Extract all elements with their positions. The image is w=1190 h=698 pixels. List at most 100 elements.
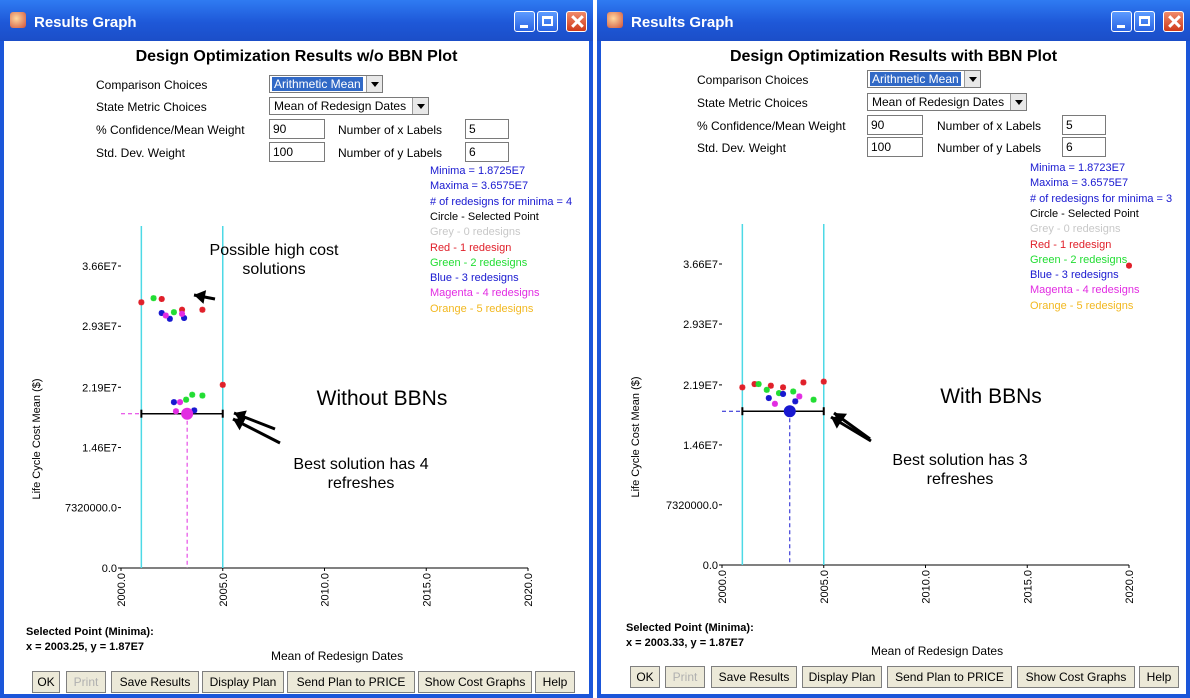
comparison-choices-value: Arithmetic Mean [272, 77, 363, 91]
app-icon [607, 12, 623, 28]
data-point-red[interactable] [767, 382, 774, 389]
data-point-red[interactable] [199, 306, 206, 313]
x-tick-label: 2015.0 [1022, 570, 1034, 604]
data-point-green[interactable] [199, 392, 206, 399]
data-point-green[interactable] [763, 386, 770, 393]
x-tick-label: 2020.0 [523, 573, 535, 607]
legend-red: Red - 1 redesign [1030, 238, 1112, 251]
num-y-labels-field[interactable]: 6 [1062, 137, 1106, 157]
data-point-red[interactable] [158, 296, 165, 303]
selected-point-circle[interactable] [783, 405, 796, 418]
show-cost-graphs-button[interactable]: Show Cost Graphs [1017, 666, 1135, 688]
comparison-choices-dropdown[interactable]: Arithmetic Mean [269, 75, 383, 93]
chevron-down-icon[interactable] [412, 98, 428, 114]
data-point-blue[interactable] [792, 398, 799, 405]
state-metric-choices-label: State Metric Choices [697, 96, 808, 110]
ok-button[interactable]: OK [32, 671, 60, 693]
help-button[interactable]: Help [1139, 666, 1179, 688]
comparison-choices-dropdown[interactable]: Arithmetic Mean [867, 70, 981, 88]
annotation-arrowhead [234, 410, 247, 424]
chevron-down-icon[interactable] [964, 71, 980, 87]
num-x-labels-field[interactable]: 5 [1062, 115, 1106, 135]
chevron-down-icon[interactable] [1010, 94, 1026, 110]
confidence-weight-field[interactable]: 90 [867, 115, 923, 135]
selected-point-value: x = 2003.33, y = 1.87E7 [626, 637, 745, 649]
data-point-green[interactable] [183, 396, 190, 403]
help-button[interactable]: Help [535, 671, 575, 693]
data-point-green[interactable] [189, 391, 196, 398]
y-tick-label: 0.0 [102, 563, 117, 575]
annotation-high-cost-line1: Possible high cost [209, 242, 339, 259]
state-metric-choices-dropdown[interactable]: Mean of Redesign Dates [867, 93, 1027, 111]
data-point-magenta[interactable] [162, 312, 169, 319]
save-results-button[interactable]: Save Results [711, 666, 797, 688]
data-point-red[interactable] [138, 299, 145, 306]
data-point-green[interactable] [790, 388, 797, 395]
data-point-red[interactable] [739, 384, 746, 391]
print-button[interactable]: Print [665, 666, 705, 688]
minimize-button[interactable] [1111, 11, 1132, 32]
data-point-blue[interactable] [765, 395, 772, 402]
redesigns-minima-text: # of redesigns for minima = 4 [430, 195, 573, 208]
show-cost-graphs-button[interactable]: Show Cost Graphs [418, 671, 532, 693]
num-y-labels-field[interactable]: 6 [465, 142, 509, 162]
data-point-green[interactable] [170, 309, 177, 316]
std-dev-weight-label: Std. Dev. Weight [96, 146, 185, 160]
scatter-plot[interactable]: 0.0 7320000.0 1.46E7 2.19E7 2.93E7 3.66E7 2000… [601, 41, 1186, 694]
data-point-red[interactable] [780, 384, 787, 391]
save-results-button[interactable]: Save Results [111, 671, 199, 693]
data-point-blue[interactable] [158, 310, 165, 317]
std-dev-weight-field[interactable]: 100 [867, 137, 923, 157]
display-plan-button[interactable]: Display Plan [202, 671, 284, 693]
title-bar[interactable]: Results Graph [0, 0, 593, 41]
y-tick-label: 3.66E7 [683, 259, 718, 271]
close-button[interactable] [1163, 11, 1184, 32]
confidence-weight-field[interactable]: 90 [269, 119, 325, 139]
data-point-red[interactable] [800, 379, 807, 386]
send-plan-to-price-button[interactable]: Send Plan to PRICE [887, 666, 1012, 688]
annotation-arrowhead [233, 417, 246, 431]
data-point-magenta[interactable] [172, 408, 179, 415]
annotation-without-bbns: Without BBNs [316, 387, 448, 410]
legend-red: Red - 1 redesign [430, 241, 512, 254]
confidence-weight-label: % Confidence/Mean Weight [697, 119, 846, 133]
data-point-green[interactable] [755, 381, 762, 388]
data-point-blue[interactable] [166, 315, 173, 322]
minimize-button[interactable] [514, 11, 535, 32]
data-point-magenta[interactable] [179, 310, 186, 317]
data-point-magenta[interactable] [771, 400, 778, 407]
title-bar[interactable]: Results Graph [597, 0, 1190, 41]
send-plan-to-price-button[interactable]: Send Plan to PRICE [287, 671, 415, 693]
std-dev-weight-field[interactable]: 100 [269, 142, 325, 162]
data-point-green[interactable] [150, 295, 157, 302]
legend-green: Green - 2 redesigns [1030, 253, 1128, 266]
annotation-high-cost-line2: solutions [242, 261, 306, 278]
data-point-blue[interactable] [170, 399, 177, 406]
data-point-red[interactable] [1126, 262, 1132, 269]
data-point-magenta[interactable] [796, 393, 803, 400]
ok-button[interactable]: OK [630, 666, 660, 688]
data-point-blue[interactable] [780, 390, 787, 397]
maximize-button[interactable] [537, 11, 558, 32]
num-x-labels-field[interactable]: 5 [465, 119, 509, 139]
data-point-red[interactable] [219, 381, 226, 388]
close-button[interactable] [566, 11, 587, 32]
x-tick-label: 2000.0 [116, 573, 128, 607]
selected-point-circle[interactable] [181, 407, 194, 420]
selected-point-value: x = 2003.25, y = 1.87E7 [26, 641, 145, 653]
maximize-button[interactable] [1134, 11, 1155, 32]
minima-maxima-info: Minima = 1.8723E7 Maxima = 3.6575E7 # of… [1030, 161, 1172, 207]
chevron-down-icon[interactable] [366, 76, 382, 92]
state-metric-choices-dropdown[interactable]: Mean of Redesign Dates [269, 97, 429, 115]
data-point-magenta[interactable] [177, 399, 184, 406]
num-y-labels-label: Number of y Labels [338, 146, 443, 160]
data-point-red[interactable] [820, 378, 827, 385]
print-button[interactable]: Print [66, 671, 106, 693]
annotation-best-solution: Best solution has 3 refreshes [865, 451, 1055, 489]
selected-point-label: Selected Point (Minima): [26, 626, 154, 638]
data-point-green[interactable] [810, 396, 817, 403]
scatter-plot[interactable]: 0.0 7320000.0 1.46E7 2.19E7 2.93E7 3.66E7 2000… [4, 41, 589, 694]
window-title: Results Graph [631, 14, 734, 31]
display-plan-button[interactable]: Display Plan [802, 666, 882, 688]
x-tick-label: 2015.0 [421, 573, 433, 607]
